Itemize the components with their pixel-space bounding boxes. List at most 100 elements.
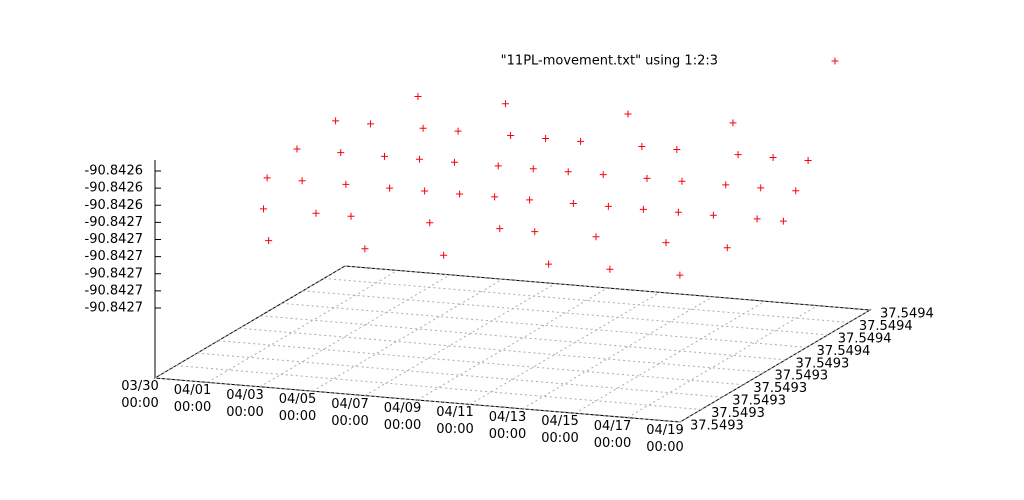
point: [531, 228, 539, 236]
point: [769, 154, 777, 162]
y-tick-label: 37.5493: [753, 381, 807, 396]
x-tick-label: 04/09 00:00: [383, 401, 422, 433]
y-tick-label: 37.5493: [796, 356, 850, 371]
point: [599, 171, 607, 179]
x-tick-label: 04/05 00:00: [278, 392, 317, 425]
point: [792, 187, 800, 195]
legend-label: "11PL-movement.txt" using 1:2:3: [501, 54, 718, 69]
point: [263, 174, 271, 182]
point: [337, 149, 345, 157]
x-tick-label: 04/11 00:00: [436, 405, 474, 438]
grid-line: [312, 278, 503, 392]
point: [491, 193, 499, 201]
grid-line: [259, 274, 451, 388]
point: [496, 225, 504, 233]
z-tick-label: -90.8426: [85, 198, 143, 213]
point: [676, 271, 684, 279]
point: [564, 168, 572, 176]
grid-line: [239, 327, 765, 373]
point: [734, 151, 742, 159]
grid-line: [281, 302, 807, 348]
x-tick-label: 04/13 00:00: [488, 409, 527, 442]
z-tick-label: -90.8427: [85, 283, 143, 298]
point: [606, 265, 614, 273]
x-tick-label: 04/01 00:00: [173, 383, 212, 416]
point: [386, 184, 394, 192]
point: [450, 158, 458, 166]
point: [421, 187, 429, 195]
point: [361, 245, 369, 253]
x-tick-label: 03/30 00:00: [121, 379, 159, 411]
grid-line: [260, 315, 786, 361]
y-tick-label: 37.5493: [711, 406, 765, 421]
point: [723, 244, 731, 252]
z-tick-label: -90.8426: [85, 164, 143, 179]
z-tick-label: -90.8427: [85, 301, 143, 316]
point: [415, 155, 423, 163]
z-tick-label: -90.8427: [85, 249, 143, 264]
x-tick-label: 04/07 00:00: [331, 396, 369, 429]
x-tick-label: 04/19 00:00: [646, 423, 684, 455]
grid-line: [218, 340, 744, 386]
point: [265, 237, 273, 245]
y-tick-label: 37.5494: [859, 319, 913, 334]
point: [426, 219, 434, 227]
point: [312, 209, 320, 217]
legend-marker: [831, 57, 839, 65]
point: [526, 196, 534, 204]
point: [662, 239, 670, 247]
point: [569, 199, 577, 207]
grid-line: [364, 283, 556, 397]
grid-line: [197, 352, 723, 398]
y-tick-label: 37.5493: [774, 369, 828, 384]
point: [501, 100, 509, 108]
grid-line: [207, 269, 398, 383]
z-tick-label: -90.8427: [85, 215, 143, 230]
z-tick-label: -90.8426: [85, 181, 143, 196]
x-tick-label: 04/17 00:00: [593, 418, 632, 451]
point: [638, 143, 646, 151]
point: [673, 145, 681, 153]
point: [804, 156, 812, 164]
z-tick-label: -90.8427: [85, 266, 143, 281]
point: [709, 211, 717, 219]
point: [419, 124, 427, 132]
point: [298, 177, 306, 185]
grid-line: [469, 291, 661, 405]
grid-line: [154, 265, 346, 379]
point: [507, 132, 515, 140]
grid-line: [417, 287, 608, 401]
y-tick-label: 37.5494: [838, 331, 892, 346]
point: [494, 162, 502, 170]
point: [757, 184, 765, 192]
point: [454, 127, 462, 135]
point: [342, 180, 350, 188]
grid-line: [522, 296, 713, 410]
point: [293, 145, 301, 153]
y-tick-label: 37.5493: [732, 394, 786, 409]
point: [753, 215, 761, 223]
point: [674, 208, 682, 216]
point: [729, 119, 737, 127]
x-tick-label: 04/15 00:00: [541, 414, 579, 447]
point: [347, 212, 355, 220]
point: [592, 233, 600, 241]
point: [678, 177, 686, 185]
point: [643, 174, 651, 182]
z-tick-label: -90.8427: [85, 232, 143, 247]
grid-line: [679, 309, 871, 423]
grid-line: [627, 305, 818, 419]
point: [722, 181, 730, 189]
point: [604, 202, 612, 210]
grid-line: [574, 300, 766, 414]
y-tick-label: 37.5494: [817, 344, 871, 359]
point: [639, 205, 647, 213]
point: [542, 134, 550, 142]
y-tick-label: 37.5494: [880, 307, 934, 322]
point: [456, 190, 464, 198]
point: [440, 251, 448, 259]
point: [332, 117, 340, 125]
point: [260, 205, 268, 213]
